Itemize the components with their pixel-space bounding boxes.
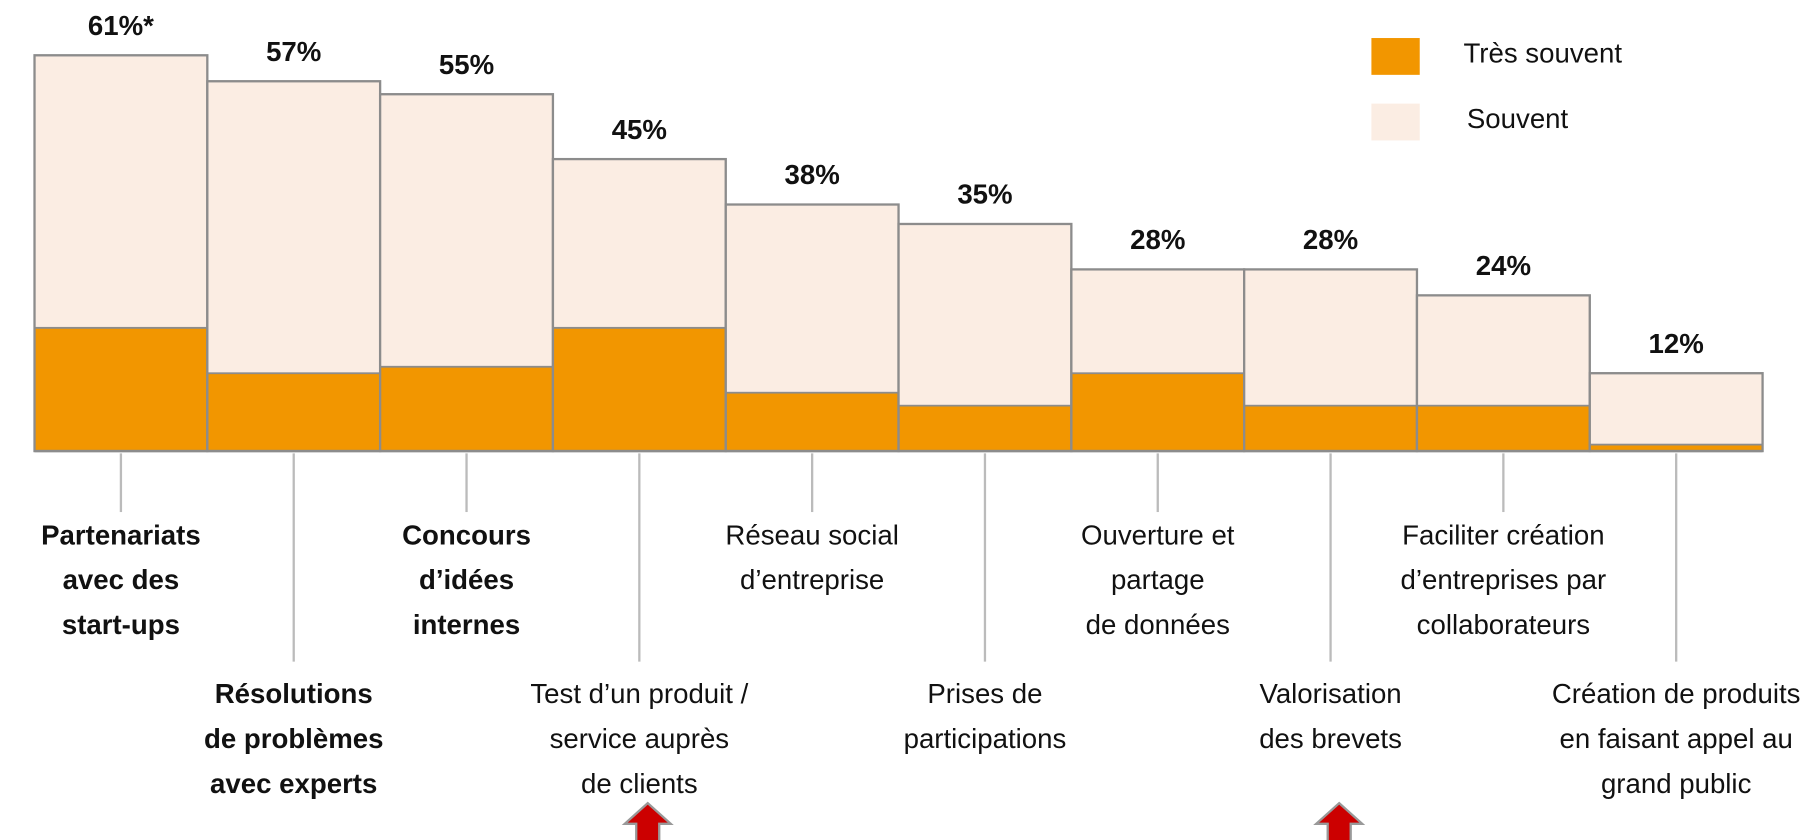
legend-swatch xyxy=(1371,38,1420,75)
category-label: Création de produits en faisant appel au g… xyxy=(1552,678,1801,799)
category-line: en faisant appel au xyxy=(1560,723,1793,754)
category-line: Test d’un produit / xyxy=(530,678,748,709)
bar-segment xyxy=(724,391,900,452)
value-label: 38% xyxy=(785,159,840,190)
bar-segment xyxy=(379,365,554,452)
category-label: Réseau social d’entreprise xyxy=(725,520,898,596)
bar-segment xyxy=(897,404,1073,452)
category-line: d’entreprise xyxy=(740,565,884,596)
category-line: Ouverture et xyxy=(1081,520,1235,551)
legend-swatch xyxy=(1371,103,1420,141)
value-label: 12% xyxy=(1649,328,1704,359)
category-line: Partenariats xyxy=(41,520,201,551)
category-line: Prises de xyxy=(927,678,1042,709)
category-line: Concours xyxy=(402,520,531,551)
category-line: participations xyxy=(904,723,1067,754)
category-label: Prises de participations xyxy=(904,678,1067,754)
bar-segment xyxy=(1070,372,1246,452)
category-line: d’idées xyxy=(419,565,514,596)
category-line: Résolutions xyxy=(215,678,373,709)
bar-segment xyxy=(552,158,727,329)
category-line: de problèmes xyxy=(204,723,384,754)
value-label: 57% xyxy=(266,36,321,67)
value-label: 24% xyxy=(1476,250,1531,281)
bar-segment xyxy=(379,93,554,368)
category-line: partage xyxy=(1111,565,1205,596)
bar-segment xyxy=(1416,404,1591,452)
bar-segment xyxy=(1070,268,1246,375)
category-line: avec des xyxy=(63,565,180,596)
value-label: 28% xyxy=(1303,224,1358,255)
category-line: d’entreprises par xyxy=(1401,565,1607,596)
category-line: Création de produits xyxy=(1552,678,1801,709)
bar-segment xyxy=(1588,372,1764,446)
arrows xyxy=(621,801,1366,840)
bar-segment xyxy=(897,223,1073,407)
category-line: de clients xyxy=(581,768,698,799)
bar-segment xyxy=(206,80,381,375)
category-line: des brevets xyxy=(1259,723,1402,754)
bar-segment xyxy=(1243,268,1418,407)
category-line: Réseau social xyxy=(725,520,898,551)
category-line: collaborateurs xyxy=(1417,609,1590,640)
category-line: Faciliter création xyxy=(1402,520,1605,551)
bar-segment xyxy=(33,326,209,452)
category-label: Ouverture et partage de données xyxy=(1081,520,1235,641)
value-label: 35% xyxy=(957,179,1012,210)
bar-segment xyxy=(206,372,381,452)
bar-segment xyxy=(33,54,209,329)
value-label: 45% xyxy=(612,114,667,145)
category-line: start-ups xyxy=(62,609,180,640)
value-label: 55% xyxy=(439,49,494,80)
category-label: Concours d’idées internes xyxy=(402,520,531,641)
red-arrow xyxy=(1313,801,1366,840)
category-line: de données xyxy=(1086,609,1230,640)
category-label: Faciliter création d’entreprises par colla… xyxy=(1401,520,1607,641)
category-line: service auprès xyxy=(550,723,730,754)
legend-label: Souvent xyxy=(1467,103,1569,134)
bar-segment xyxy=(552,326,727,452)
category-line: avec experts xyxy=(210,768,377,799)
red-arrow xyxy=(621,801,674,840)
category-line: Valorisation xyxy=(1259,678,1401,709)
category-label: Résolutions de problèmes avec experts xyxy=(204,678,384,799)
legend-label: Très souvent xyxy=(1463,38,1622,69)
value-label: 28% xyxy=(1130,224,1185,255)
category-line: internes xyxy=(413,609,520,640)
category-line: grand public xyxy=(1601,768,1752,799)
bar-segment xyxy=(1243,404,1418,452)
category-label: Valorisation des brevets xyxy=(1259,678,1402,754)
value-label: 61%* xyxy=(88,10,154,41)
category-label: Partenariats avec des start-ups xyxy=(41,520,201,641)
bar-segment xyxy=(724,203,900,394)
category-label: Test d’un produit / service auprès de clie… xyxy=(530,678,748,799)
bar-segment xyxy=(1416,294,1591,407)
